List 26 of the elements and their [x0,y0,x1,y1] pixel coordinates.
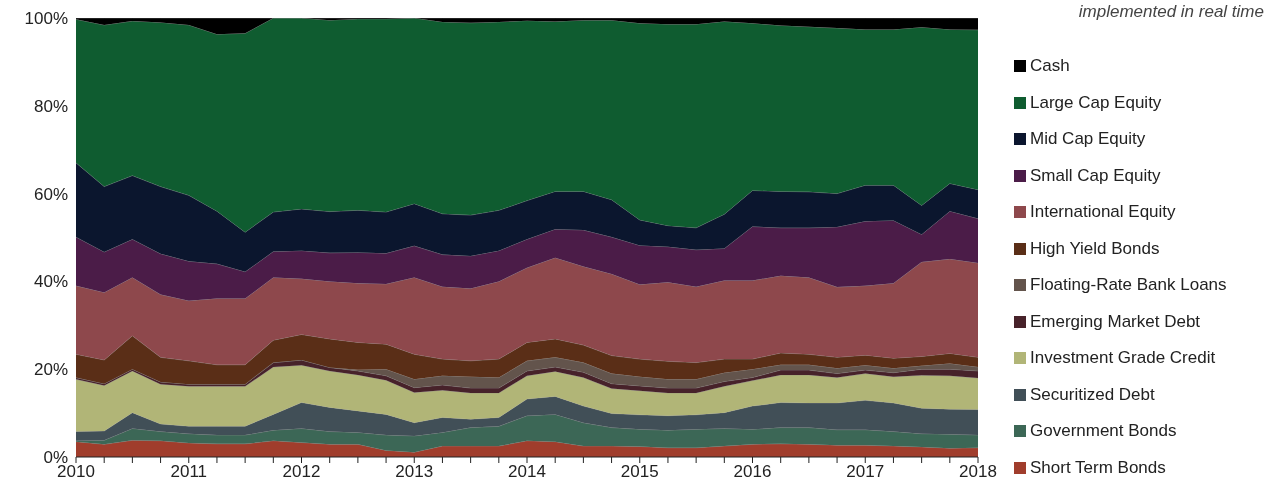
legend-label: High Yield Bonds [1030,238,1160,259]
x-tick-label: 2017 [846,462,885,482]
legend-label: Investment Grade Credit [1030,348,1216,369]
x-tick-label: 2014 [508,462,546,482]
y-tick-label: 20% [33,360,68,380]
legend-label: International Equity [1030,202,1176,223]
x-tick-label: 2012 [282,462,321,482]
x-tick-label: 2011 [170,462,208,482]
legend-label: Large Cap Equity [1030,92,1162,113]
x-tick-label: 2015 [620,462,659,482]
legend-label: Floating-Rate Bank Loans [1030,275,1227,296]
x-tick-label: 2016 [733,462,772,482]
text: implemented in real time [1078,2,1264,22]
legend-label: Small Cap Equity [1030,165,1161,186]
y-tick-label: 60% [33,184,68,204]
legend-label: Short Term Bonds [1030,457,1166,478]
y-tick-label: 80% [33,96,68,116]
legend-label: Securitized Debt [1030,384,1155,405]
legend-label: Government Bonds [1030,421,1177,442]
legend-label: Emerging Market Debt [1030,311,1201,332]
legend-label: Cash [1030,56,1070,77]
y-tick-label: 40% [33,272,68,292]
y-tick-label: 100% [24,9,68,29]
x-tick-label: 2018 [959,462,997,482]
x-tick-label: 2013 [395,462,434,482]
legend-label: Mid Cap Equity [1030,129,1146,150]
